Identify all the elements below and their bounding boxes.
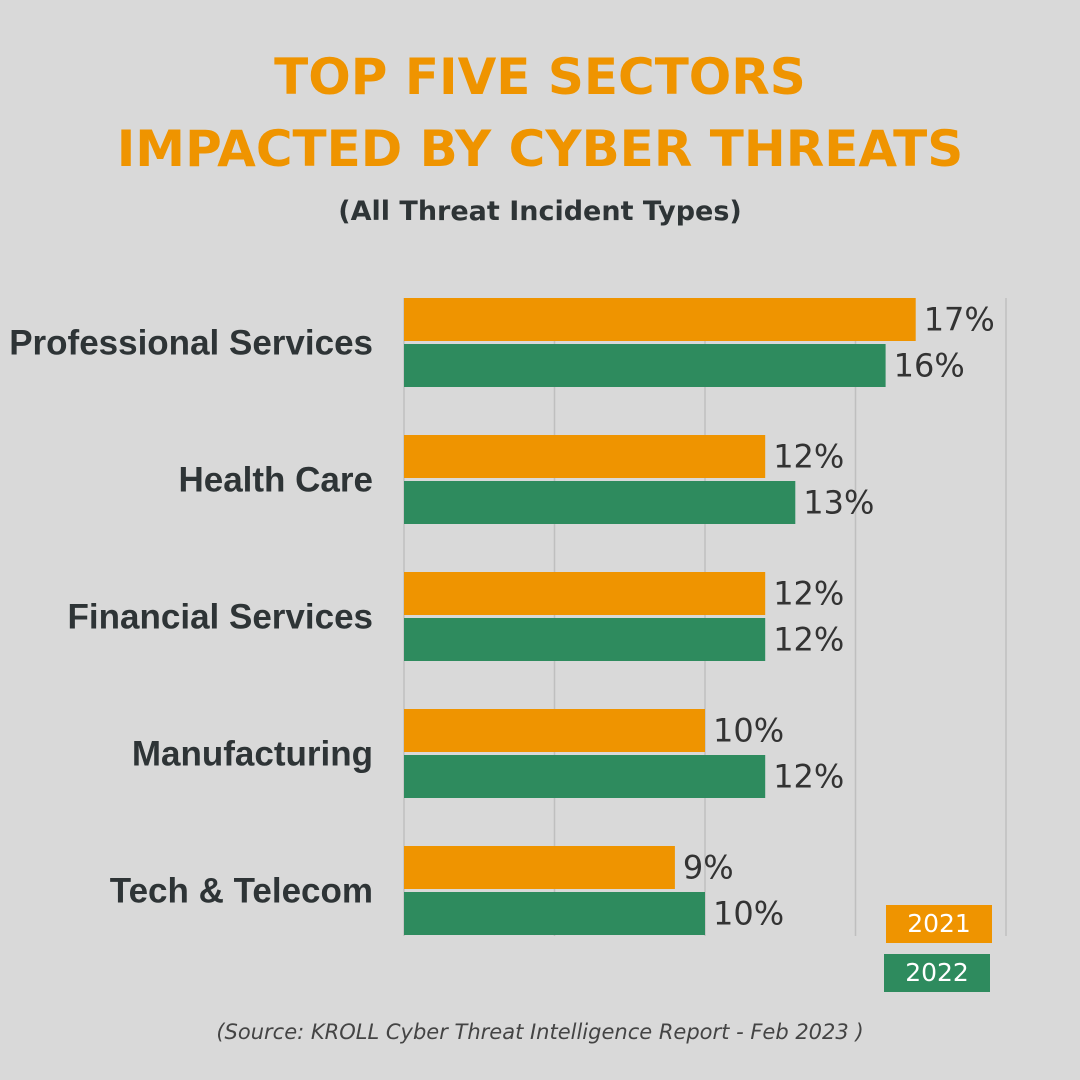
bar-2022 [404,481,796,524]
value-label: 12% [773,758,844,796]
legend-2021: 2021 [886,905,992,943]
bar-2021 [404,709,705,752]
gridlines [403,298,1007,936]
bars [404,298,916,935]
source-note: (Source: KROLL Cyber Threat Intelligence… [216,1020,864,1044]
value-label: 10% [713,712,784,750]
category-label: Financial Services [68,598,373,637]
category-label: Manufacturing [132,735,373,774]
bar-2022 [404,892,705,935]
category-label: Health Care [178,461,373,500]
legend-2022: 2022 [884,954,990,992]
value-label: 17% [924,301,995,339]
category-label: Professional Services [9,324,373,363]
chart-title-line-1: TOP FIVE SECTORS [274,48,806,106]
bar-2021 [404,846,675,889]
value-label: 13% [803,484,874,522]
category-label: Tech & Telecom [110,872,373,911]
value-label: 12% [773,438,844,476]
bar-2022 [404,755,766,798]
value-label: 9% [683,849,734,887]
bar-2021 [404,572,766,615]
chart-subtitle: (All Threat Incident Types) [338,196,742,227]
value-label: 16% [894,347,965,385]
value-label: 10% [713,895,784,933]
value-label: 12% [773,575,844,613]
labels: Professional Services 17% 16% Health Care 12… [9,301,995,933]
bar-2022 [404,618,766,661]
bar-2021 [404,298,916,341]
bar-2022 [404,344,886,387]
bar-2021 [404,435,766,478]
value-label: 12% [773,621,844,659]
chart-title-line-2: IMPACTED BY CYBER THREATS [116,120,964,178]
